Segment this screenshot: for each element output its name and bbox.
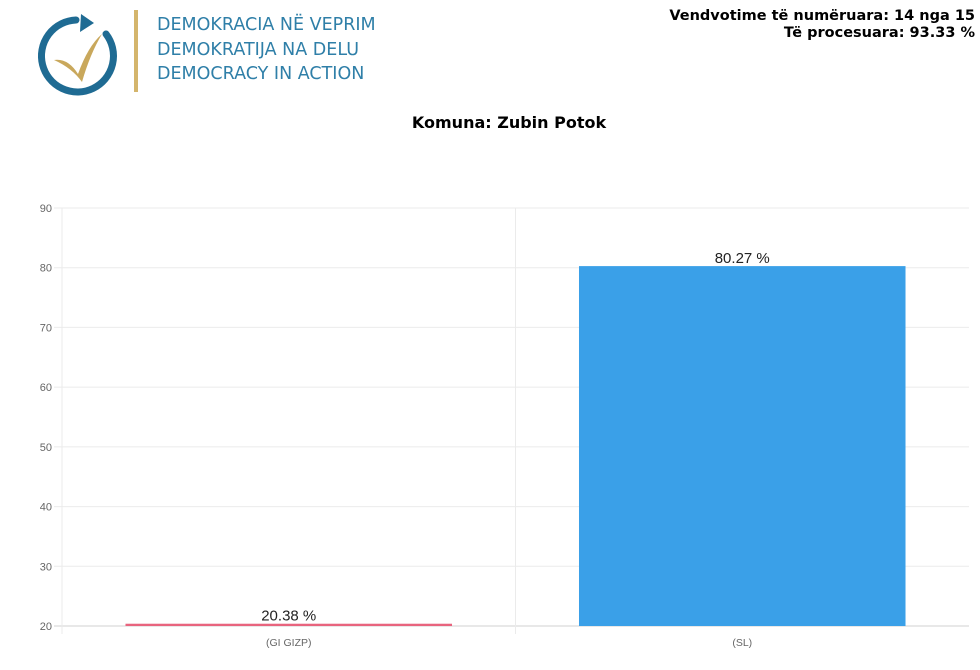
y-tick-label: 50 bbox=[40, 442, 52, 454]
logo-line-serbian: DEMOKRATIJA NA DELU bbox=[157, 39, 360, 60]
logo bbox=[34, 8, 124, 98]
chart-title: Komuna: Zubin Potok bbox=[411, 113, 607, 132]
y-tick-label: 60 bbox=[40, 382, 52, 394]
logo-divider bbox=[134, 10, 138, 92]
y-tick-label: 90 bbox=[40, 203, 52, 215]
bar-gigizp bbox=[125, 623, 453, 626]
logo-line-english: DEMOCRACY IN ACTION bbox=[157, 64, 365, 84]
y-tick-label: 80 bbox=[40, 263, 52, 275]
bar-sl bbox=[578, 266, 906, 626]
y-tick-label: 20 bbox=[40, 621, 52, 633]
bar-value-label: 80.27 % bbox=[715, 250, 770, 267]
y-tick-label: 30 bbox=[40, 561, 52, 573]
logo-line-albanian: DEMOKRACIA NË VEPRIM bbox=[157, 15, 376, 35]
y-tick-label: 40 bbox=[40, 502, 52, 514]
bar-value-label: 20.38 % bbox=[261, 608, 316, 625]
counting-stats: Vendvotime të numëruara: 14 nga 15 Të pr… bbox=[669, 8, 975, 42]
logo-text: DEMOKRACIA NË VEPRIM DEMOKRATIJA NA DELU… bbox=[157, 13, 376, 87]
x-tick-label: (SL) bbox=[732, 637, 752, 649]
circular-arrow-checkmark-icon bbox=[37, 14, 117, 96]
y-tick-label: 70 bbox=[40, 322, 52, 334]
x-tick-label: (GI GIZP) bbox=[266, 637, 312, 649]
processed-percentage: Të procesuara: 93.33 % bbox=[783, 25, 975, 41]
polling-stations-counted: Vendvotime të numëruara: 14 nga 15 bbox=[669, 8, 975, 24]
